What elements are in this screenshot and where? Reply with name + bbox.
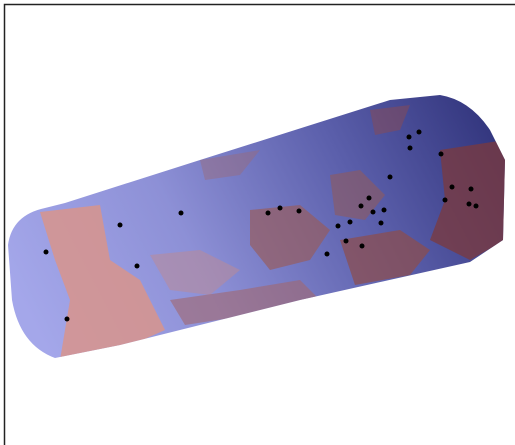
point	[443, 198, 448, 203]
point	[118, 223, 123, 228]
point	[65, 317, 70, 322]
point	[467, 202, 472, 207]
point	[344, 239, 349, 244]
point	[179, 211, 184, 216]
point	[360, 244, 365, 249]
point	[450, 185, 455, 190]
point	[388, 175, 393, 180]
point	[297, 209, 302, 214]
point	[417, 130, 422, 135]
point	[379, 221, 384, 226]
point	[135, 264, 140, 269]
point	[359, 204, 364, 209]
map-view	[0, 0, 515, 445]
page: {}	[0, 0, 515, 445]
point	[44, 250, 49, 255]
point	[439, 152, 444, 157]
terrain-raster	[0, 80, 515, 380]
point	[371, 210, 376, 215]
point	[367, 196, 372, 201]
point	[474, 204, 479, 209]
point	[408, 146, 413, 151]
point	[325, 252, 330, 257]
point	[266, 211, 271, 216]
point	[469, 187, 474, 192]
point	[336, 224, 341, 229]
point	[278, 206, 283, 211]
point	[348, 220, 353, 225]
point	[382, 208, 387, 213]
point	[407, 135, 412, 140]
